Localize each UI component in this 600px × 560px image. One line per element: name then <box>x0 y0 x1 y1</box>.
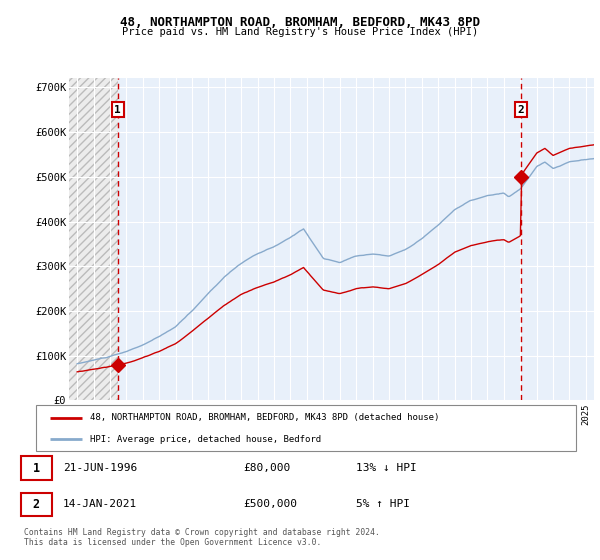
Text: 1: 1 <box>115 105 121 115</box>
Text: Contains HM Land Registry data © Crown copyright and database right 2024.
This d: Contains HM Land Registry data © Crown c… <box>24 528 380 547</box>
Text: 21-JUN-1996: 21-JUN-1996 <box>63 463 137 473</box>
Text: 14-JAN-2021: 14-JAN-2021 <box>63 500 137 510</box>
Text: 2: 2 <box>517 105 524 115</box>
Bar <box>69 78 118 400</box>
Text: 1: 1 <box>33 461 40 474</box>
Bar <box>21 456 52 480</box>
Text: 48, NORTHAMPTON ROAD, BROMHAM, BEDFORD, MK43 8PD (detached house): 48, NORTHAMPTON ROAD, BROMHAM, BEDFORD, … <box>90 413 439 422</box>
Text: £80,000: £80,000 <box>244 463 291 473</box>
Text: 2: 2 <box>33 498 40 511</box>
Text: £500,000: £500,000 <box>244 500 298 510</box>
Text: 13% ↓ HPI: 13% ↓ HPI <box>356 463 417 473</box>
Text: HPI: Average price, detached house, Bedford: HPI: Average price, detached house, Bedf… <box>90 435 321 444</box>
Text: 48, NORTHAMPTON ROAD, BROMHAM, BEDFORD, MK43 8PD: 48, NORTHAMPTON ROAD, BROMHAM, BEDFORD, … <box>120 16 480 29</box>
Bar <box>21 493 52 516</box>
Text: Price paid vs. HM Land Registry's House Price Index (HPI): Price paid vs. HM Land Registry's House … <box>122 27 478 37</box>
Text: 5% ↑ HPI: 5% ↑ HPI <box>356 500 410 510</box>
